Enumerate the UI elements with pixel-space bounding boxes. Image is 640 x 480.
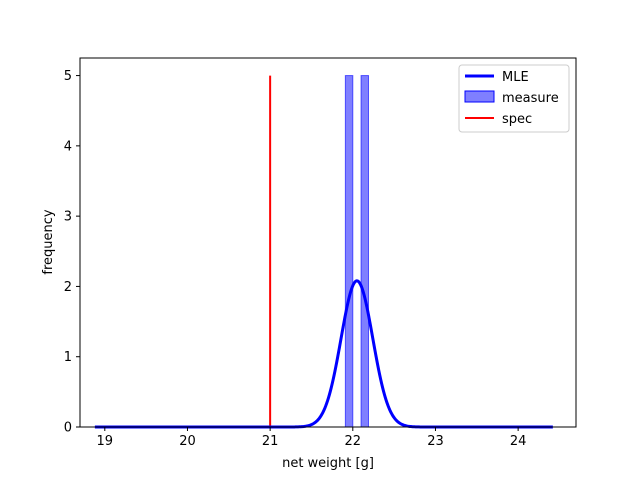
- y-tick-label: 5: [64, 69, 72, 84]
- legend-measure-label: measure: [502, 91, 559, 106]
- x-axis-label: net weight [g]: [282, 456, 374, 471]
- x-tick-label: 21: [262, 434, 279, 449]
- y-tick-label: 0: [64, 421, 72, 436]
- x-axis-ticks: 19 20 21 22 23 24: [97, 427, 527, 449]
- y-tick-label: 4: [64, 139, 72, 154]
- x-tick-label: 19: [97, 434, 114, 449]
- legend-measure-swatch: [464, 90, 495, 103]
- plot-frame: [79, 57, 577, 428]
- y-tick-label: 2: [64, 280, 72, 295]
- x-tick-label: 22: [345, 434, 362, 449]
- y-tick-label: 3: [64, 210, 72, 225]
- histogram-bar-1: [360, 75, 370, 428]
- y-axis-label: frequency: [41, 209, 56, 275]
- histogram-bar-0: [344, 75, 354, 428]
- legend-mle-label: MLE: [502, 70, 529, 85]
- x-tick-label: 20: [179, 434, 196, 449]
- legend: MLE measure spec: [458, 64, 570, 133]
- x-tick-label: 24: [510, 434, 527, 449]
- histogram-bars: [344, 75, 370, 428]
- mle-curve: [94, 279, 553, 429]
- legend-frame: [458, 64, 570, 133]
- x-tick-label: 23: [427, 434, 444, 449]
- y-axis-ticks: 0 1 2 3 4 5: [64, 69, 80, 436]
- y-tick-label: 1: [64, 350, 72, 365]
- legend-spec-label: spec: [502, 112, 532, 127]
